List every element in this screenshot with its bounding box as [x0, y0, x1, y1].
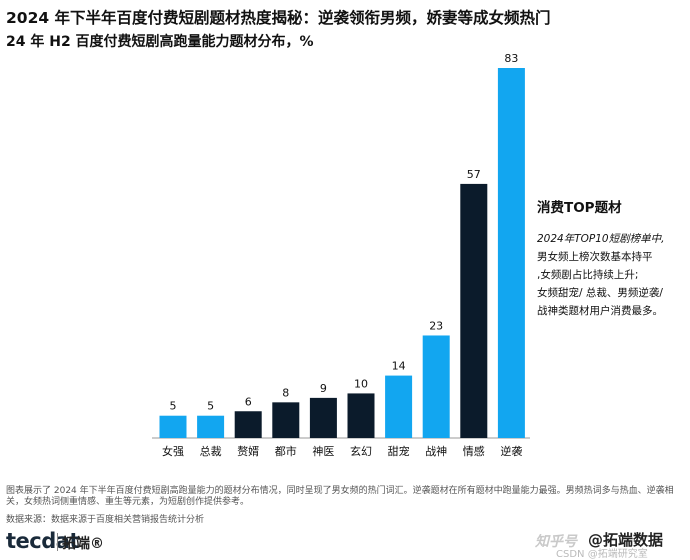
bar-女强	[159, 415, 187, 438]
bar-玄幻	[347, 393, 375, 438]
bar-战神	[422, 335, 450, 438]
watermark-right: @拓端数据	[588, 531, 664, 549]
watermark-small: CSDN @拓端研究室	[556, 549, 648, 560]
sidebar-line: 2024年TOP10短剧榜单中,	[537, 233, 665, 245]
x-tick-label: 神医	[312, 444, 334, 458]
x-tick-label: 情感	[463, 445, 485, 458]
source-note: 数据来源：数据来源于百度相关营销报告统计分析	[6, 515, 205, 525]
data-label: 10	[354, 377, 368, 390]
data-label: 5	[170, 400, 177, 413]
tecdat-logo: tecdat	[6, 529, 79, 553]
sidebar-line: 男女频上榜次数基本持平	[537, 251, 653, 263]
divider	[57, 533, 58, 551]
chart-title: 2024 年下半年百度付费短剧题材热度揭秘：逆袭领衔男频，娇妻等成女频热门	[6, 9, 551, 27]
x-tick-label: 女强	[162, 444, 184, 458]
data-label: 57	[467, 168, 481, 181]
sidebar-line: 女频甜宠/ 总裁、男频逆袭/	[537, 287, 663, 299]
x-tick-label: 玄幻	[350, 444, 372, 458]
x-tick-label: 总裁	[200, 444, 222, 458]
data-label: 6	[245, 395, 252, 408]
data-label: 9	[320, 382, 327, 395]
x-tick-label: 都市	[275, 444, 297, 458]
bar-甜宠	[385, 375, 413, 438]
bar-逆袭	[497, 68, 525, 438]
chart-caption: 图表展示了 2024 年下半年百度付费短剧高跑量能力的题材分布情况，同时呈现了男…	[6, 486, 674, 507]
bar-总裁	[197, 415, 225, 438]
data-label: 14	[392, 360, 406, 373]
sidebar-text: 2024年TOP10短剧榜单中, 男女频上榜次数基本持平 ,女频剧占比持续上升;…	[537, 230, 689, 320]
bar-chart: 5 女强 5 总裁 6 赘婿 8 都市 9 神医 10 玄幻 14 甜宠 23 战神 57 情感 83 逆袭	[152, 52, 530, 458]
brand-name: 拓端®	[62, 536, 104, 552]
bar-都市	[272, 402, 300, 438]
sidebar-line: 战神类题材用户消费最多。	[537, 305, 663, 317]
sidebar-annotation: 消费TOP题材 2024年TOP10短剧榜单中, 男女频上榜次数基本持平 ,女频…	[537, 196, 689, 320]
bar-情感	[460, 183, 488, 438]
sidebar-line: ,女频剧占比持续上升;	[537, 269, 639, 281]
chart-subtitle: 24 年 H2 百度付费短剧高跑量能力题材分布，%	[6, 34, 314, 50]
data-label: 83	[504, 52, 518, 65]
x-tick-label: 战神	[425, 444, 447, 458]
x-tick-label: 逆袭	[500, 444, 522, 458]
data-label: 8	[282, 386, 289, 399]
x-tick-label: 赘婿	[237, 444, 259, 458]
footer: tecdat 拓端® 知乎号 @拓端数据 CSDN @拓端研究室	[0, 527, 690, 560]
bar-赘婿	[234, 411, 262, 438]
data-label: 5	[207, 400, 214, 413]
bar-神医	[309, 397, 337, 438]
sidebar-title: 消费TOP题材	[537, 200, 622, 216]
watermark-left: 知乎号	[535, 534, 577, 550]
data-label: 23	[429, 319, 443, 332]
x-tick-label: 甜宠	[388, 444, 410, 458]
